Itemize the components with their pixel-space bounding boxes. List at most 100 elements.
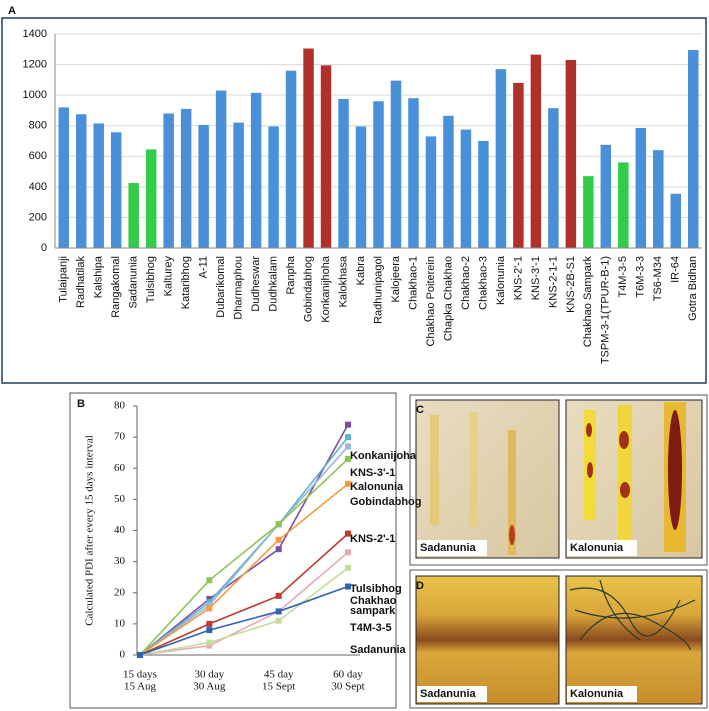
panel-letter: B <box>77 398 85 410</box>
series-marker <box>206 642 213 649</box>
x-tick-label: Kalonunia <box>495 255 507 305</box>
series-marker <box>206 627 213 634</box>
bar <box>198 124 209 248</box>
series-label: Kalonunia <box>350 481 404 493</box>
y-tick-label: 30 <box>114 555 126 567</box>
y-tick-label: 80 <box>114 400 126 412</box>
x-tick-label: A-11 <box>198 256 210 278</box>
x-tick-label: Chapka Chakhao <box>442 256 454 341</box>
bar <box>390 80 402 248</box>
panel-letter: C <box>416 404 424 416</box>
series-marker <box>206 599 213 606</box>
image-caption: Sadanunia <box>420 542 477 554</box>
bar <box>495 69 507 249</box>
series-line <box>139 585 349 656</box>
y-tick-label: 800 <box>29 120 47 132</box>
y-tick-label: 50 <box>114 493 126 505</box>
series-label: Konkanijoha <box>350 450 417 462</box>
x-tick-label: Tulaipanji <box>58 256 70 303</box>
x-tick-label: KNS-3'-1 <box>530 256 542 300</box>
x-tick-label: Kalturey <box>163 256 175 297</box>
x-tick-label: 15 Aug <box>124 681 157 693</box>
y-tick-label: 0 <box>41 242 47 254</box>
bar <box>233 122 244 248</box>
x-tick-label: IR-64 <box>670 256 682 283</box>
series-line <box>139 436 349 656</box>
bar <box>145 149 157 248</box>
x-tick-label: Chakhao-1 <box>407 256 419 310</box>
bar <box>670 193 682 248</box>
x-tick-label: Kabra <box>355 255 367 285</box>
y-tick-label: 0 <box>120 649 126 661</box>
bar <box>93 123 104 248</box>
series-marker <box>275 592 282 599</box>
y-tick-label: 70 <box>114 431 126 443</box>
panel-c-frame <box>409 394 708 566</box>
x-tick-label: 45 day <box>264 669 294 681</box>
bar <box>513 82 524 249</box>
bar <box>320 65 332 248</box>
x-tick-label: Chakhao Poiterein <box>425 256 437 347</box>
series-marker <box>345 421 351 428</box>
series-marker <box>137 652 143 658</box>
x-tick-label: Gobindabhog <box>302 256 314 322</box>
bar <box>75 114 87 248</box>
series-line <box>139 445 349 656</box>
x-tick-label: T6M-3-3 <box>635 256 647 298</box>
series-label: KNS-3'-1 <box>350 467 395 479</box>
bar <box>425 136 437 248</box>
bar <box>688 50 699 248</box>
series-marker <box>275 608 282 615</box>
series-marker <box>345 530 351 537</box>
series-marker <box>345 480 351 487</box>
bar <box>338 98 349 248</box>
bar <box>460 129 472 248</box>
x-tick-label: KNS-2'-1 <box>512 256 524 300</box>
image-caption: Sadanunia <box>420 688 477 700</box>
x-tick-label: Gotra Bidhan <box>687 256 699 321</box>
bar <box>58 107 69 248</box>
photo-c <box>415 399 703 559</box>
x-tick-label: Rangakomal <box>110 256 122 318</box>
bar <box>180 108 192 249</box>
image-caption: Kalonunia <box>570 542 624 554</box>
x-tick-label: 15 days <box>123 669 157 681</box>
x-tick-label: TS6-M34 <box>652 256 664 301</box>
caption-box <box>417 540 487 556</box>
series-marker <box>345 564 351 571</box>
bar <box>110 132 122 248</box>
x-tick-label: 30 day <box>195 669 225 681</box>
series-label: T4M-3-5 <box>350 622 392 634</box>
caption-box <box>567 540 637 556</box>
x-tick-label: TSPM-3-1(TPUR-B-1) <box>600 256 612 364</box>
y-tick-label: 1000 <box>23 89 47 101</box>
bar <box>443 115 454 249</box>
series-label: KNS-2'-1 <box>350 533 395 545</box>
x-tick-label: Dudheswar <box>250 256 262 312</box>
photo-d <box>415 575 703 705</box>
series-label: sampark <box>350 605 396 617</box>
series-label: Tulsibhog <box>350 583 402 595</box>
x-tick-label: Chakhao-3 <box>477 256 489 310</box>
x-tick-label: Ranpha <box>285 255 297 294</box>
panel-letter: A <box>8 5 16 17</box>
x-tick-label: Dubarikomal <box>215 256 227 318</box>
y-tick-label: 10 <box>114 617 126 629</box>
x-tick-label: Radhatilak <box>75 256 87 308</box>
series-marker <box>275 521 282 528</box>
panel-b-frame <box>69 392 397 709</box>
series-marker <box>206 602 213 609</box>
x-tick-label: Kalshipa <box>93 255 105 298</box>
bar <box>373 101 384 248</box>
x-tick-label: Konkanijhoha <box>320 255 332 323</box>
bar <box>128 183 139 248</box>
bar <box>163 113 174 248</box>
y-tick-label: 400 <box>29 181 47 193</box>
x-tick-label: Dudhkalam <box>267 256 279 312</box>
caption-box <box>567 686 637 702</box>
bar <box>583 176 594 248</box>
series-marker <box>206 595 213 602</box>
x-tick-label: Kalokhasa <box>337 255 349 307</box>
series-label: Sadanunia <box>350 644 407 656</box>
x-tick-label: 30 Aug <box>193 681 226 693</box>
